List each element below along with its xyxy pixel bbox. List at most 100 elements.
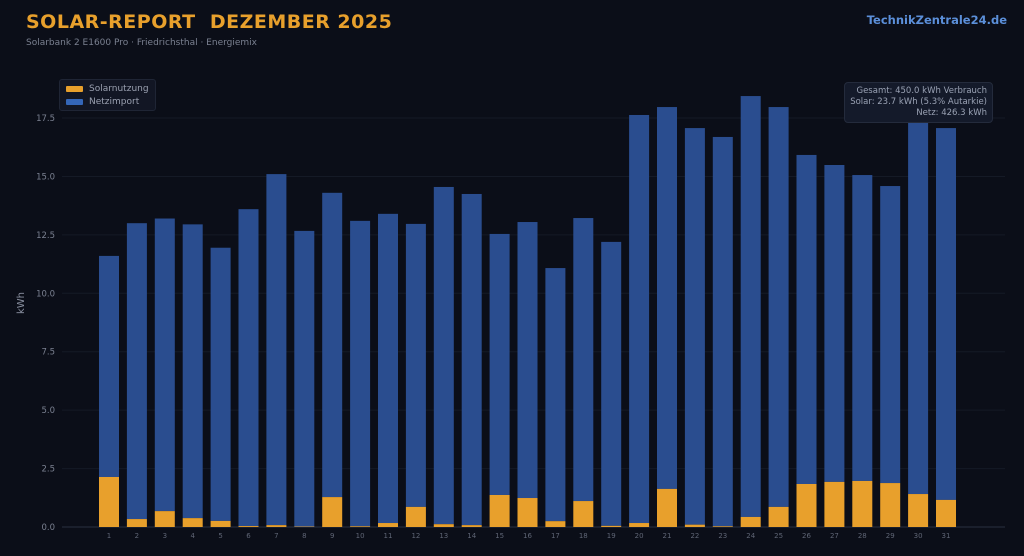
bar-solarnutzung (322, 497, 343, 527)
bar-solarnutzung (657, 488, 677, 527)
bar-solarnutzung (601, 525, 622, 527)
x-tick-label: 30 (914, 532, 923, 540)
x-tick-label: 15 (495, 532, 504, 540)
x-tick-label: 26 (802, 532, 811, 540)
y-tick-label: 12.5 (36, 231, 55, 241)
bar-solarnutzung (461, 525, 482, 527)
x-tick-label: 11 (384, 532, 393, 540)
bar-solarnutzung (768, 506, 789, 527)
bar-netzimport (294, 230, 315, 527)
bar-solarnutzung (908, 494, 929, 527)
bar-netzimport (629, 114, 650, 524)
bar-solarnutzung (350, 526, 371, 527)
bar-solarnutzung (378, 523, 398, 527)
bar-netzimport (573, 218, 594, 502)
summary-box: Gesamt: 450.0 kWh Verbrauch Solar: 23.7 … (844, 82, 993, 123)
x-tick-label: 13 (439, 532, 448, 540)
bar-solarnutzung (545, 521, 566, 527)
bar-solarnutzung (824, 481, 845, 527)
x-tick-label: 20 (635, 532, 644, 540)
bar-netzimport (684, 128, 705, 525)
brand-link[interactable]: TechnikZentrale24.de (866, 13, 1007, 27)
bar-solarnutzung (573, 501, 594, 527)
summary-solar: Solar: 23.7 kWh (5.3% Autarkie) (850, 97, 987, 107)
x-tick-label: 3 (163, 532, 167, 540)
x-tick-label: 29 (886, 532, 895, 540)
x-tick-label: 5 (218, 532, 222, 540)
x-tick-label: 21 (663, 532, 672, 540)
x-tick-label: 24 (746, 532, 755, 540)
x-tick-label: 17 (551, 532, 560, 540)
legend-label: Netzimport (89, 96, 140, 107)
page-title: SOLAR-REPORT DEZEMBER 2025 (26, 11, 393, 33)
page-subtitle: Solarbank 2 E1600 Pro · Friedrichsthal ·… (26, 38, 257, 48)
bar-solarnutzung (796, 483, 817, 527)
y-tick-label: 17.5 (36, 114, 55, 124)
bar-netzimport (378, 213, 398, 524)
bar-netzimport (517, 222, 538, 499)
bar-netzimport (154, 218, 175, 512)
bar-netzimport (852, 175, 873, 481)
bar-netzimport (712, 136, 733, 527)
x-tick-label: 6 (246, 532, 251, 540)
bar-solarnutzung (740, 516, 761, 527)
x-tick-label: 18 (579, 532, 588, 540)
x-tick-label: 10 (356, 532, 365, 540)
bar-solarnutzung (517, 498, 538, 527)
bar-solarnutzung (880, 483, 901, 527)
x-tick-label: 4 (190, 532, 195, 540)
bar-solarnutzung (405, 506, 426, 527)
bar-netzimport (657, 107, 677, 489)
x-tick-label: 14 (467, 532, 476, 540)
bar-netzimport (350, 220, 371, 527)
bar-netzimport (322, 192, 343, 498)
y-tick-label: 10.0 (36, 289, 55, 299)
bar-solarnutzung (489, 494, 510, 527)
bar-solarnutzung (852, 480, 873, 527)
x-tick-label: 25 (774, 532, 783, 540)
x-tick-label: 16 (523, 532, 532, 540)
bar-netzimport (936, 128, 956, 500)
x-tick-label: 1 (107, 532, 111, 540)
bar-solarnutzung (99, 476, 119, 527)
x-tick-label: 22 (690, 532, 699, 540)
bar-netzimport (768, 107, 789, 507)
bar-netzimport (601, 241, 622, 526)
bar-netzimport (461, 193, 482, 526)
bar-netzimport (908, 118, 929, 495)
bar-solarnutzung (433, 524, 454, 527)
x-tick-label: 28 (858, 532, 867, 540)
bar-netzimport (740, 96, 761, 517)
x-tick-label: 27 (830, 532, 839, 540)
y-axis-label: kWh (16, 292, 27, 314)
x-tick-label: 23 (718, 532, 727, 540)
y-tick-label: 5.0 (41, 406, 55, 416)
legend-item-grid: Netzimport (66, 95, 149, 108)
bar-solarnutzung (238, 526, 259, 527)
bar-solarnutzung (126, 519, 147, 527)
y-tick-label: 15.0 (36, 172, 55, 182)
bar-netzimport (126, 223, 147, 520)
x-tick-label: 7 (274, 532, 278, 540)
y-tick-label: 0.0 (41, 523, 55, 533)
bar-netzimport (210, 247, 231, 521)
bar-netzimport (238, 209, 259, 527)
bar-solarnutzung (684, 524, 705, 527)
x-tick-label: 2 (135, 532, 139, 540)
bar-netzimport (489, 233, 510, 495)
bar-solarnutzung (936, 499, 956, 527)
x-tick-label: 31 (942, 532, 951, 540)
y-tick-label: 7.5 (41, 348, 55, 358)
summary-total: Gesamt: 450.0 kWh Verbrauch (856, 86, 987, 96)
x-tick-label: 12 (411, 532, 420, 540)
x-tick-label: 8 (302, 532, 306, 540)
bar-netzimport (545, 268, 566, 522)
bar-solarnutzung (712, 526, 733, 527)
chart-legend: Solarnutzung Netzimport (59, 79, 156, 111)
summary-grid: Netz: 426.3 kWh (916, 108, 987, 118)
x-tick-label: 9 (330, 532, 334, 540)
bar-netzimport (880, 186, 901, 484)
legend-label: Solarnutzung (89, 83, 149, 94)
bar-solarnutzung (210, 520, 231, 527)
